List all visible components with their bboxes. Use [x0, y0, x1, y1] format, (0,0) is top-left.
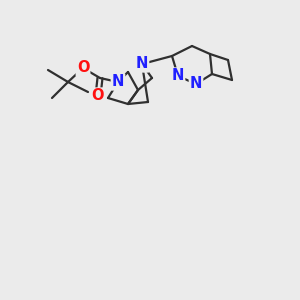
- Text: N: N: [136, 56, 148, 71]
- Text: N: N: [172, 68, 184, 83]
- Text: O: O: [92, 88, 104, 104]
- Text: O: O: [77, 61, 89, 76]
- Text: N: N: [112, 74, 124, 89]
- Text: N: N: [190, 76, 202, 92]
